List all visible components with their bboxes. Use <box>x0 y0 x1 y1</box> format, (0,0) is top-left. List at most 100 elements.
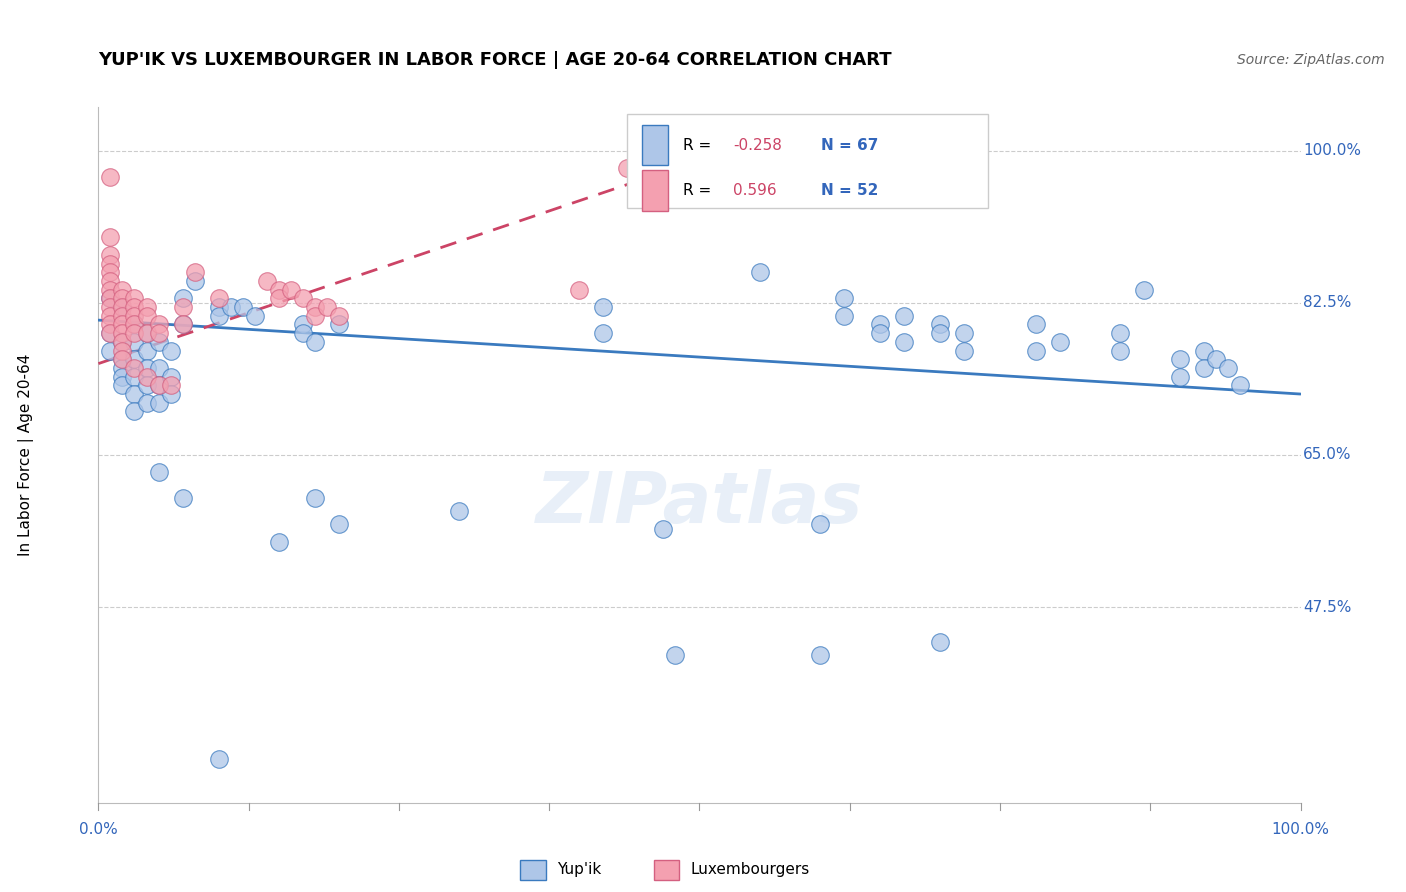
Point <box>1025 343 1047 358</box>
Point <box>159 369 181 384</box>
Point <box>832 309 855 323</box>
Point <box>208 291 231 305</box>
Point <box>124 300 146 314</box>
Point <box>280 283 302 297</box>
Point <box>172 300 194 314</box>
Point <box>592 326 614 340</box>
Point <box>1170 369 1192 384</box>
Point <box>111 352 134 367</box>
Point <box>111 283 134 297</box>
Point <box>100 318 122 332</box>
Point <box>100 257 122 271</box>
Point <box>172 291 194 305</box>
Point <box>111 369 134 384</box>
Point <box>100 326 122 340</box>
Point <box>100 300 122 314</box>
Point <box>328 318 350 332</box>
Point <box>100 309 122 323</box>
Point <box>111 352 134 367</box>
Point <box>135 369 157 384</box>
Point <box>267 291 290 305</box>
Point <box>111 300 134 314</box>
Point <box>304 491 326 506</box>
Text: YUP'IK VS LUXEMBOURGER IN LABOR FORCE | AGE 20-64 CORRELATION CHART: YUP'IK VS LUXEMBOURGER IN LABOR FORCE | … <box>98 51 891 69</box>
Point <box>100 283 122 297</box>
Point <box>135 300 157 314</box>
Point <box>124 318 146 332</box>
Point <box>111 360 134 375</box>
Point <box>148 360 170 375</box>
Point <box>1218 360 1240 375</box>
Point <box>124 387 146 401</box>
Point <box>1170 352 1192 367</box>
Point <box>208 300 231 314</box>
Point <box>111 343 134 358</box>
Point <box>652 522 675 536</box>
Point <box>135 343 157 358</box>
Point <box>135 360 157 375</box>
Bar <box>641 125 668 166</box>
Point <box>159 387 181 401</box>
Text: ZIPatlas: ZIPatlas <box>536 469 863 538</box>
Point <box>172 318 194 332</box>
Point <box>1194 343 1216 358</box>
Point <box>100 274 122 288</box>
Point <box>135 326 157 340</box>
Point <box>111 309 134 323</box>
Point <box>124 352 146 367</box>
Point <box>124 318 146 332</box>
Text: N = 52: N = 52 <box>821 183 879 198</box>
Point <box>568 283 591 297</box>
Point <box>1109 326 1132 340</box>
Point <box>159 343 181 358</box>
Point <box>232 300 254 314</box>
Point <box>1049 334 1071 349</box>
Point <box>111 300 134 314</box>
Point <box>893 309 915 323</box>
Point <box>111 318 134 332</box>
Point <box>148 466 170 480</box>
Point <box>100 265 122 279</box>
Text: 100.0%: 100.0% <box>1303 143 1361 158</box>
Point <box>267 534 290 549</box>
Point <box>111 291 134 305</box>
Point <box>928 318 950 332</box>
Point <box>111 334 134 349</box>
Point <box>267 283 290 297</box>
Point <box>148 326 170 340</box>
Point <box>183 274 205 288</box>
Point <box>111 334 134 349</box>
Point <box>100 291 122 305</box>
Point <box>135 378 157 392</box>
Point <box>616 161 638 175</box>
Point <box>304 309 326 323</box>
Point <box>100 343 122 358</box>
Point <box>256 274 278 288</box>
Text: 82.5%: 82.5% <box>1303 295 1351 310</box>
Text: -0.258: -0.258 <box>733 137 782 153</box>
Point <box>808 648 831 662</box>
Point <box>124 291 146 305</box>
Text: 100.0%: 100.0% <box>1271 822 1330 837</box>
Point <box>100 291 122 305</box>
Point <box>159 378 181 392</box>
Point <box>208 309 231 323</box>
Point <box>928 326 950 340</box>
Point <box>100 326 122 340</box>
Point <box>592 300 614 314</box>
Text: R =: R = <box>683 137 716 153</box>
Point <box>953 343 976 358</box>
Point <box>124 334 146 349</box>
Point <box>219 300 242 314</box>
Text: 0.596: 0.596 <box>733 183 776 198</box>
Point <box>1229 378 1251 392</box>
Text: 0.0%: 0.0% <box>79 822 118 837</box>
Point <box>328 309 350 323</box>
Point <box>893 334 915 349</box>
Point <box>304 300 326 314</box>
Point <box>208 752 231 766</box>
Point <box>315 300 337 314</box>
Text: 47.5%: 47.5% <box>1303 599 1351 615</box>
Text: 65.0%: 65.0% <box>1303 448 1351 462</box>
Point <box>1133 283 1156 297</box>
